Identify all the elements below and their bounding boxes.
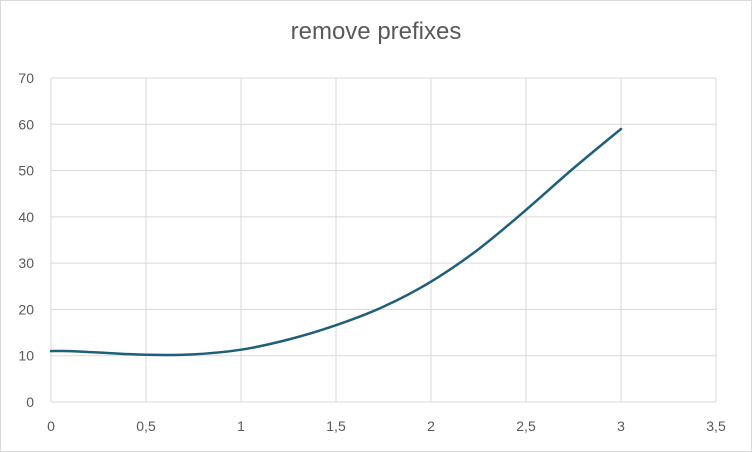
y-tick-label: 30 xyxy=(18,255,34,271)
x-tick-label: 2 xyxy=(427,418,435,434)
y-tick-label: 0 xyxy=(26,394,34,410)
x-tick-label: 3 xyxy=(617,418,625,434)
y-tick-label: 40 xyxy=(18,209,34,225)
series-layer xyxy=(49,127,623,357)
chart-title: remove prefixes xyxy=(290,18,462,45)
y-tick-label: 20 xyxy=(18,301,34,317)
y-tick-label: 70 xyxy=(18,70,34,86)
tick-labels: 0 10 20 30 40 50 60 70 0 0,5 1 1,5 2 2,5 3 3,5 xyxy=(18,70,726,434)
x-tick-label: 0 xyxy=(47,418,55,434)
x-tick-label: 2,5 xyxy=(516,418,536,434)
x-tick-label: 3,5 xyxy=(706,418,726,434)
y-tick-label: 10 xyxy=(18,348,34,364)
gridlines xyxy=(50,77,717,403)
series-line xyxy=(49,127,623,357)
x-tick-label: 1 xyxy=(237,418,245,434)
x-tick-label: 1,5 xyxy=(326,418,346,434)
y-tick-label: 60 xyxy=(18,116,34,132)
x-tick-label: 0,5 xyxy=(136,418,156,434)
y-tick-label: 50 xyxy=(18,163,34,179)
